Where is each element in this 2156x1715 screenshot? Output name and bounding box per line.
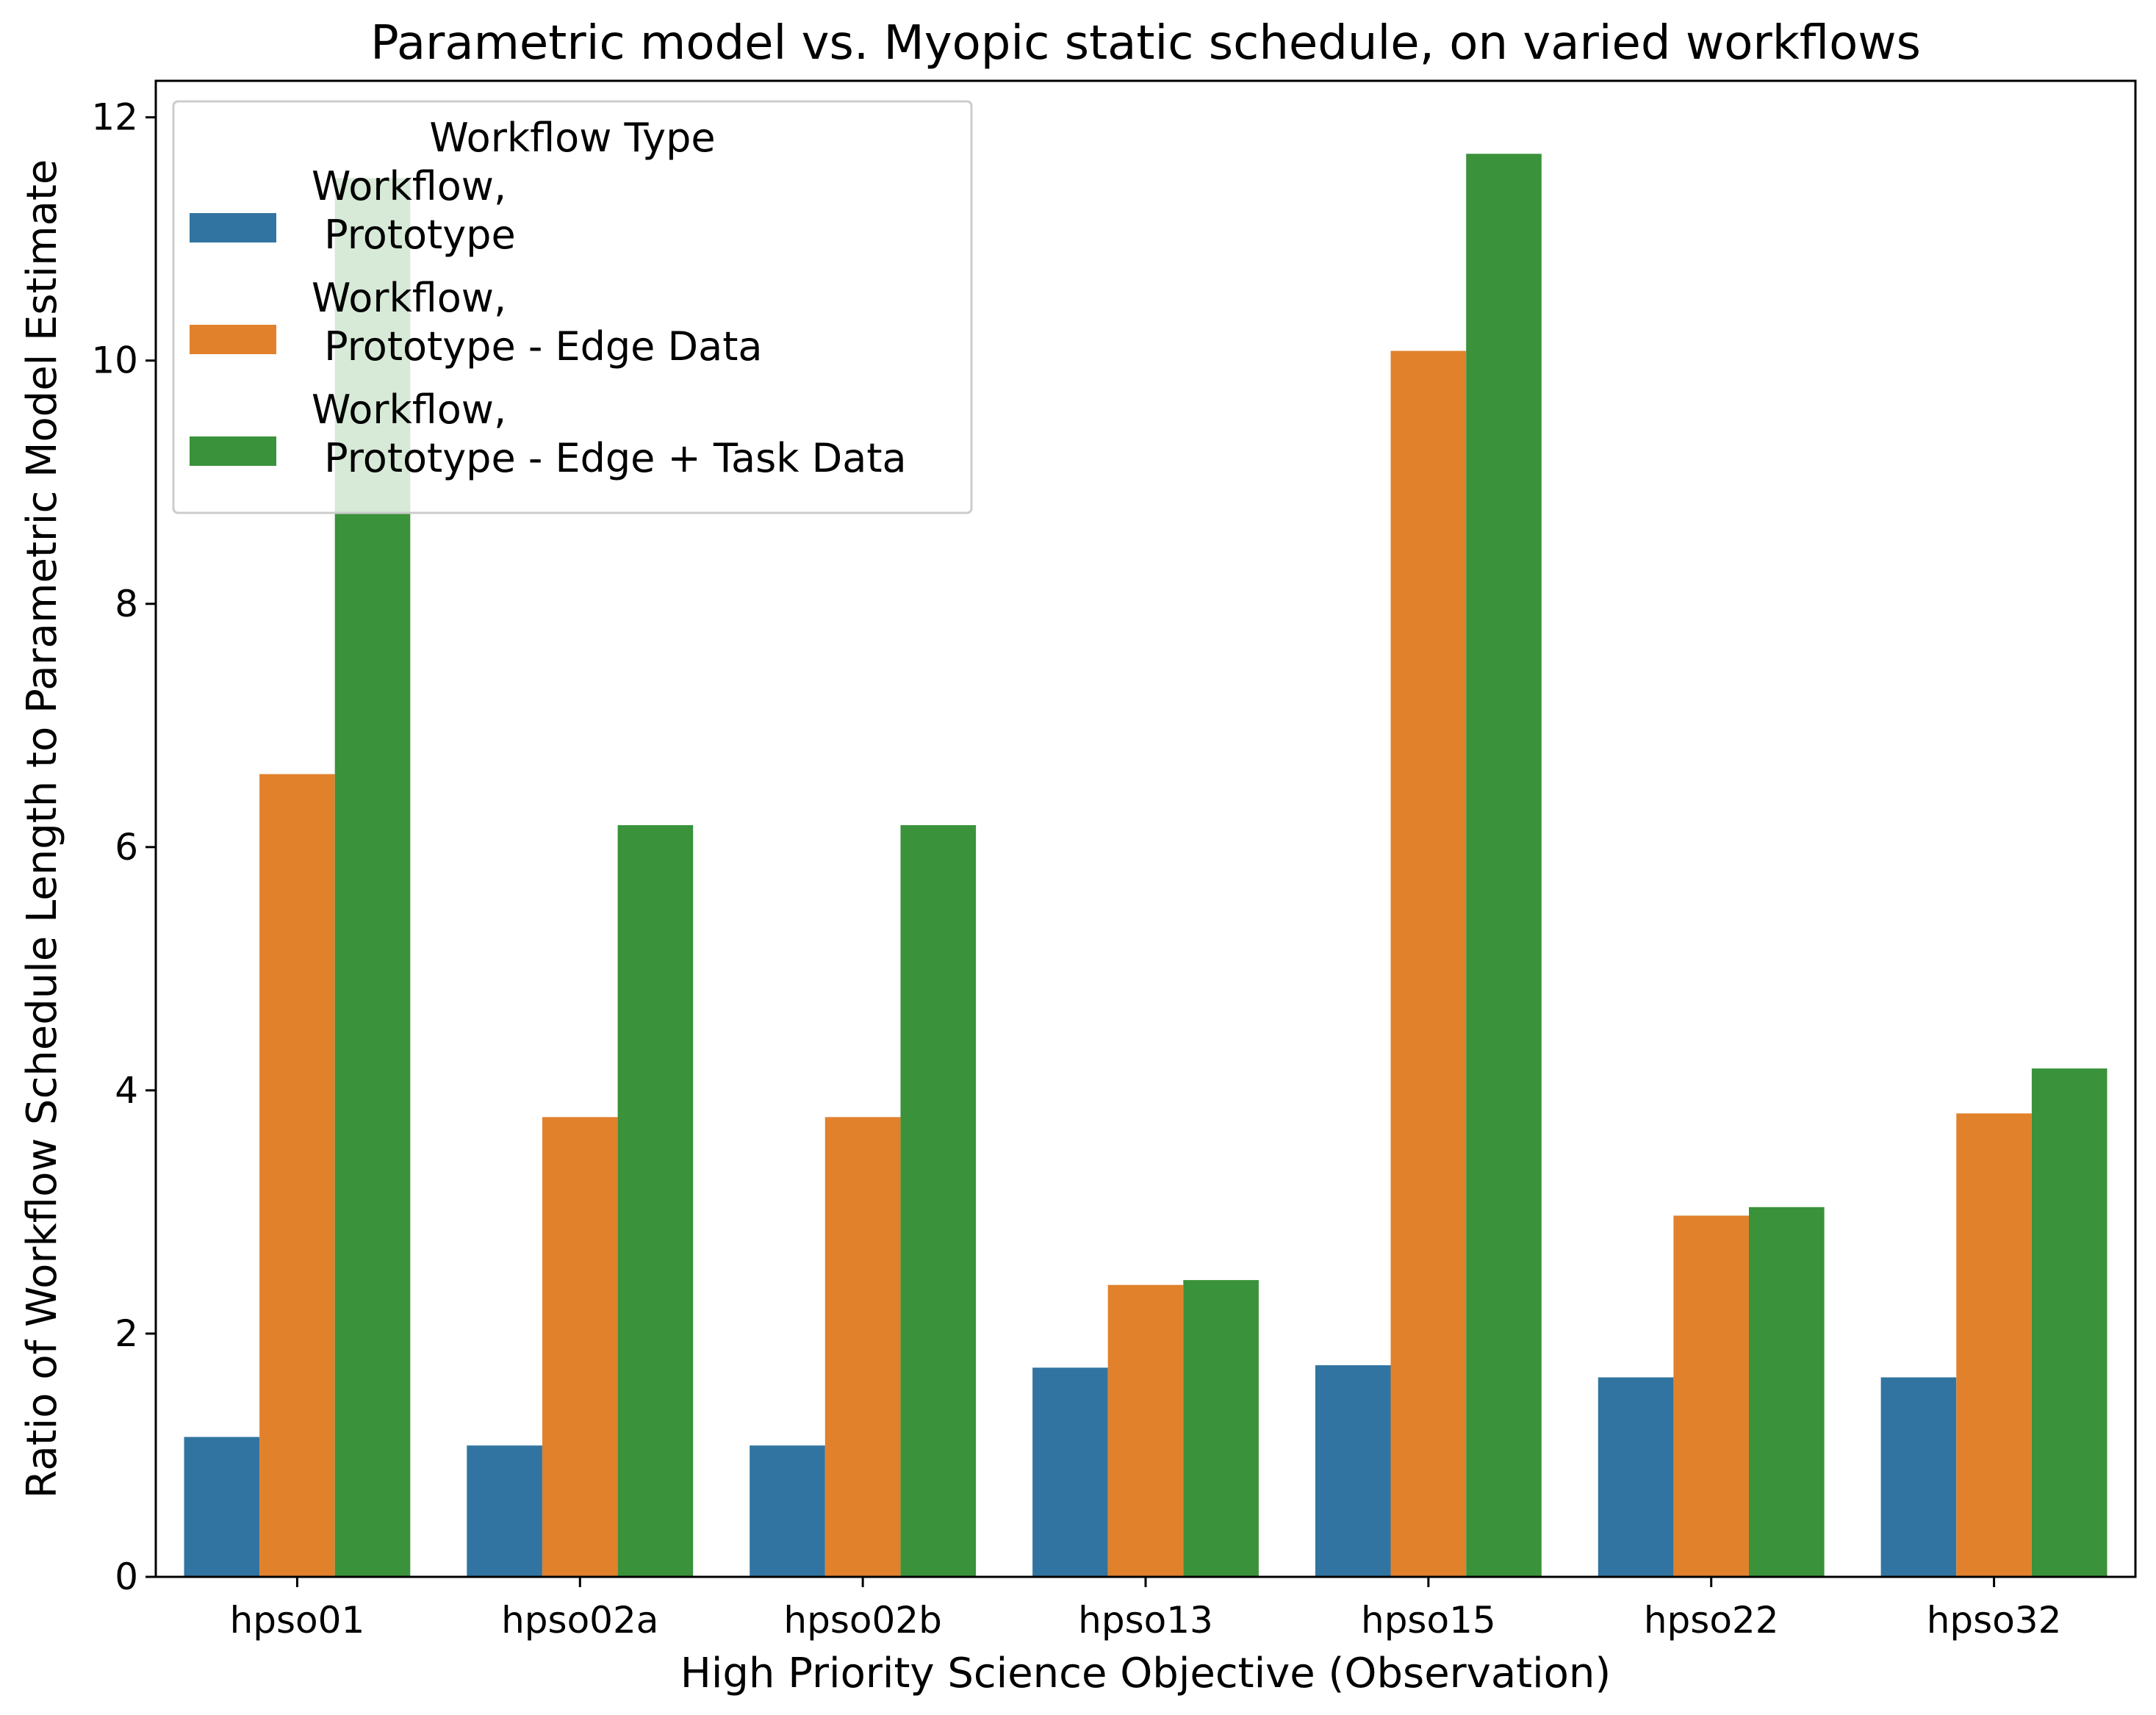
bar-hpso02a-series-3 <box>617 825 694 1577</box>
x-axis-label: High Priority Science Objective (Observa… <box>680 1650 1611 1697</box>
y-tick-label: 10 <box>91 339 138 382</box>
bar-hpso13-series-2 <box>1107 1284 1184 1577</box>
bar-hpso32-series-3 <box>2031 1068 2108 1577</box>
chart-title: Parametric model vs. Myopic static sched… <box>370 16 1921 71</box>
legend-label-series-2: Prototype - Edge Data <box>312 323 763 370</box>
x-tick-label-hpso01: hpso01 <box>230 1599 365 1642</box>
bar-hpso02b-series-1 <box>750 1445 825 1577</box>
bar-hpso22-series-3 <box>1749 1207 1825 1577</box>
y-axis-label: Ratio of Workflow Schedule Length to Par… <box>18 159 66 1499</box>
x-tick-label-hpso15: hpso15 <box>1361 1599 1496 1642</box>
bar-hpso01-series-2 <box>259 774 335 1577</box>
bar-hpso02b-series-3 <box>900 825 977 1577</box>
bar-hpso01-series-1 <box>184 1437 260 1577</box>
bar-hpso02a-series-1 <box>467 1445 542 1577</box>
y-tick-label: 4 <box>115 1069 138 1112</box>
bar-hpso02b-series-2 <box>824 1117 901 1577</box>
bar-hpso22-series-1 <box>1598 1377 1674 1577</box>
y-tick-label: 2 <box>115 1312 138 1355</box>
x-tick-label-hpso02a: hpso02a <box>501 1599 658 1642</box>
x-tick-label-hpso22: hpso22 <box>1644 1599 1779 1642</box>
legend-label-series-2: Workflow, <box>312 275 506 321</box>
y-tick-label: 0 <box>115 1556 138 1598</box>
bar-hpso13-series-1 <box>1032 1367 1108 1577</box>
bar-hpso02a-series-2 <box>542 1117 618 1577</box>
x-tick-label-hpso32: hpso32 <box>1927 1599 2062 1642</box>
legend-label-series-3: Prototype - Edge + Task Data <box>312 435 907 481</box>
x-tick-label-hpso13: hpso13 <box>1078 1599 1213 1642</box>
legend-swatch-series-2 <box>190 325 276 354</box>
bar-hpso32-series-1 <box>1880 1377 1957 1577</box>
bar-hpso15-series-1 <box>1315 1365 1391 1577</box>
legend-swatch-series-3 <box>190 436 276 466</box>
bar-hpso15-series-2 <box>1390 350 1467 1577</box>
legend: Workflow Type Workflow, PrototypeWorkflo… <box>172 100 973 514</box>
x-axis: hpso01 hpso02a hpso02b hpso13 hpso15 hpso22 hp… <box>230 1577 2062 1642</box>
legend-title: Workflow Type <box>429 115 715 161</box>
y-tick-label: 12 <box>91 96 138 139</box>
x-tick-label-hpso02b: hpso02b <box>783 1599 941 1642</box>
legend-box <box>172 100 973 514</box>
y-tick-label: 6 <box>115 826 138 869</box>
y-tick-label: 8 <box>115 583 138 625</box>
legend-label-series-3: Workflow, <box>312 386 506 433</box>
legend-swatch-series-1 <box>190 213 276 242</box>
legend-label-series-1: Workflow, <box>312 163 506 209</box>
legend-label-series-1: Prototype <box>312 212 516 258</box>
bar-hpso15-series-3 <box>1466 154 1542 1577</box>
bar-hpso22-series-2 <box>1673 1215 1749 1577</box>
bar-hpso13-series-3 <box>1183 1280 1259 1577</box>
y-axis: 0 2 4 6 8 10 12 <box>91 96 156 1598</box>
bar-hpso32-series-2 <box>1956 1113 2032 1577</box>
bars-group <box>184 154 2108 1577</box>
